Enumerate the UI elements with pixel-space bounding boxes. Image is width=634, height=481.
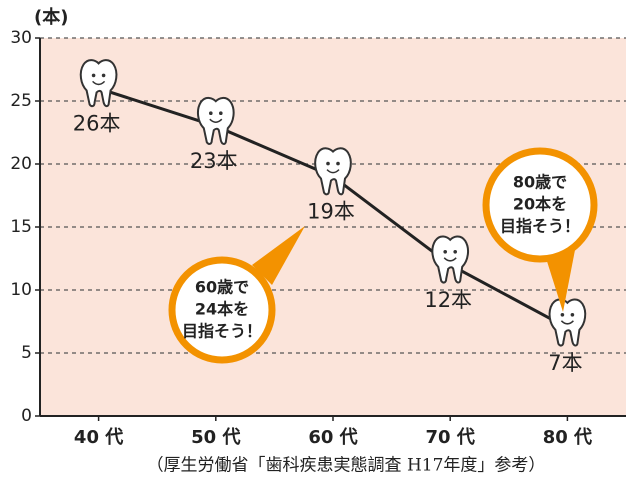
value-label: 12本 <box>424 288 472 312</box>
tooth-eye <box>443 250 447 254</box>
y-tick-label: 5 <box>21 343 32 363</box>
tooth-eye <box>102 74 106 78</box>
callout-text: 24本を <box>195 300 249 319</box>
callout-text: 80歳で <box>513 173 567 192</box>
tooth-eye <box>219 111 223 115</box>
source-note: （厚生労働省「歯科疾患実態調査 H17年度」参考） <box>147 456 546 476</box>
value-label: 23本 <box>190 149 238 173</box>
x-tick-label: 80 代 <box>543 427 592 448</box>
tooth-eye <box>571 313 575 317</box>
value-label: 19本 <box>307 200 355 224</box>
x-tick-label: 50 代 <box>191 427 240 448</box>
tooth-eye <box>92 74 96 78</box>
y-tick-label: 0 <box>21 406 32 426</box>
chart: (本) （厚生労働省「歯科疾患実態調査 H17年度」参考） 0 5 10 15 20 25… <box>0 0 634 481</box>
tooth-eye <box>326 162 330 166</box>
value-label: 26本 <box>73 111 121 135</box>
y-tick-label: 30 <box>10 28 32 48</box>
x-tick-label: 60 代 <box>308 427 357 448</box>
tooth-eye <box>336 162 340 166</box>
callout-text: 目指そう！ <box>182 322 262 341</box>
x-tick-label: 70 代 <box>426 427 475 448</box>
value-label: 7本 <box>548 351 582 375</box>
callout-text: 目指そう！ <box>500 217 580 236</box>
y-tick-label: 15 <box>10 217 32 237</box>
callout-text: 20本を <box>513 195 567 214</box>
tooth-eye <box>453 250 457 254</box>
x-tick-label: 40 代 <box>74 427 123 448</box>
y-tick-label: 10 <box>10 280 32 300</box>
tooth-eye <box>561 313 565 317</box>
y-axis-label: (本) <box>34 6 68 28</box>
y-tick-label: 25 <box>10 91 32 111</box>
callout-text: 60歳で <box>195 278 249 297</box>
tooth-eye <box>209 111 213 115</box>
y-tick-label: 20 <box>10 154 32 174</box>
